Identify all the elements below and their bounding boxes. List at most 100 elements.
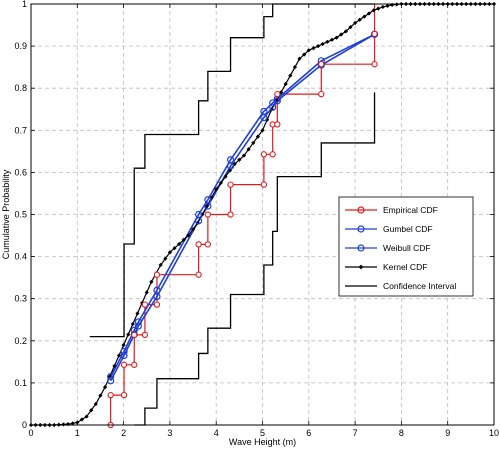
legend-label: Kernel CDF: [383, 262, 427, 272]
kernel-cdf-point: [158, 262, 163, 268]
empirical-cdf-point: [131, 361, 138, 368]
legend-label: Gumbel CDF: [383, 224, 433, 234]
empirical-cdf-point: [371, 30, 378, 38]
kernel-cdf-point: [343, 29, 348, 34]
empirical-cdf-point: [274, 90, 281, 98]
kernel-cdf-point: [380, 4, 385, 10]
gumbel-cdf-point: [120, 351, 128, 360]
kernel-cdf-point: [339, 32, 344, 37]
y-tick-label: 0.5: [14, 210, 27, 220]
kernel-cdf-point: [121, 342, 126, 348]
y-tick-label: 0.1: [14, 378, 27, 388]
y-tick-label: 0.4: [14, 252, 27, 262]
kernel-cdf-point: [84, 414, 89, 419]
kernel-cdf-point: [135, 311, 140, 316]
empirical-cdf-point: [153, 271, 161, 278]
kernel-cdf-point: [102, 385, 108, 390]
x-tick-label: 1: [75, 428, 80, 438]
kernel-cdf-point: [130, 321, 135, 327]
kernel-cdf-point: [177, 241, 182, 247]
x-tick-label: 2: [121, 428, 126, 438]
weibull-cdf-point: [120, 347, 128, 355]
y-tick-label: 0.3: [14, 294, 27, 304]
empirical-cdf-point: [195, 271, 202, 278]
empirical-cdf-point: [204, 241, 212, 248]
empirical-cdf-point: [227, 211, 234, 218]
x-tick-label: 8: [399, 428, 404, 438]
kernel-cdf-point: [353, 20, 358, 26]
x-tick-label: 3: [167, 428, 172, 438]
legend-swatch-marker: [357, 206, 365, 214]
kernel-cdf-point: [163, 256, 168, 261]
weibull-cdf-point: [195, 210, 203, 219]
x-tick-label: 0: [28, 428, 33, 438]
kernel-cdf-point: [167, 250, 172, 255]
empirical-cdf-point: [195, 241, 202, 248]
kernel-cdf-point: [288, 73, 293, 78]
y-tick-label: 0.9: [14, 41, 27, 51]
confidence-lower-line: [134, 92, 376, 426]
kernel-cdf-point: [325, 39, 330, 44]
kernel-cdf-point: [149, 279, 154, 284]
kernel-cdf-point: [297, 56, 302, 61]
empirical-cdf-point: [260, 181, 268, 188]
gumbel-cdf-point: [107, 377, 115, 385]
legend-label: Confidence Interval: [383, 281, 456, 291]
kernel-cdf-point: [251, 140, 256, 146]
gumbel-cdf-line: [109, 33, 375, 382]
weibull-cdf-point: [134, 318, 143, 326]
y-tick-label: 1: [22, 0, 27, 9]
empirical-cdf-point: [260, 151, 268, 158]
empirical-cdf-point: [141, 301, 149, 308]
legend-swatch-marker: [358, 264, 364, 270]
kernel-cdf-point: [89, 408, 94, 413]
empirical-cdf-point: [371, 61, 378, 68]
kernel-cdf-point: [107, 374, 112, 379]
x-tick-label: 9: [445, 428, 450, 438]
kernel-cdf-point: [274, 98, 279, 103]
kernel-cdf-point: [181, 237, 186, 242]
kernel-cdf-point: [65, 422, 71, 427]
kernel-cdf-point: [283, 81, 288, 87]
x-tick-label: 10: [489, 428, 499, 438]
y-tick-label: 0.7: [14, 125, 27, 135]
kernel-cdf-point: [348, 25, 353, 30]
empirical-cdf-point: [120, 361, 128, 368]
kernel-cdf-point: [390, 2, 395, 7]
kernel-cdf-point: [320, 41, 325, 47]
empirical-cdf-point: [318, 61, 325, 68]
kernel-cdf-point: [140, 300, 145, 306]
kernel-cdf-point: [306, 48, 311, 53]
empirical-cdf-point: [141, 331, 149, 339]
kernel-cdf-point: [237, 157, 242, 162]
empirical-cdf-point: [120, 391, 128, 399]
kernel-cdf-point: [223, 174, 228, 179]
confidence-upper-line: [89, 3, 375, 338]
x-axis-title: Wave Height (m): [229, 437, 296, 447]
kernel-cdf-point: [269, 107, 274, 112]
legend-swatch-marker: [357, 244, 365, 252]
kernel-cdf-point: [255, 134, 260, 139]
empirical-cdf-point: [153, 301, 161, 308]
kernel-cdf-point: [246, 147, 251, 152]
weibull-cdf-point: [107, 372, 115, 381]
kernel-cdf-point: [172, 246, 177, 251]
y-axis-title: Cumulative Probability: [1, 169, 11, 259]
empirical-cdf-point: [204, 211, 212, 218]
weibull-cdf-point: [260, 107, 268, 115]
legend-label: Empirical CDF: [383, 205, 438, 215]
empirical-cdf-point: [269, 151, 276, 158]
y-tick-label: 0.6: [14, 167, 27, 177]
kernel-cdf-point: [186, 233, 191, 238]
weibull-cdf-point: [226, 156, 235, 164]
kernel-cdf-point: [334, 35, 339, 40]
kernel-cdf-point: [357, 17, 362, 22]
x-tick-label: 5: [260, 428, 265, 438]
x-tick-label: 6: [306, 428, 311, 438]
kernel-cdf-point: [260, 128, 265, 133]
gumbel-cdf-point: [134, 322, 143, 330]
kernel-cdf-point: [61, 422, 66, 427]
empirical-cdf-point: [107, 391, 114, 399]
